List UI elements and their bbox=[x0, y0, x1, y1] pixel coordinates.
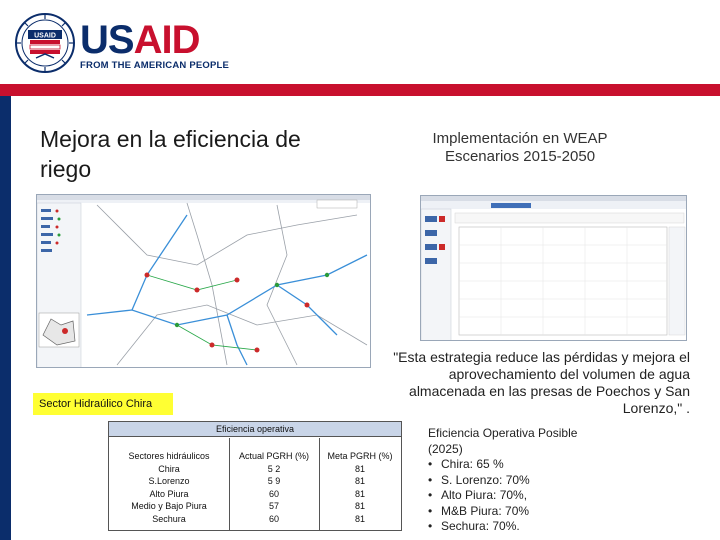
possible-efficiency-panel: Eficiencia Operativa Posible (2025) Chir… bbox=[428, 426, 618, 535]
table-divider bbox=[229, 438, 230, 531]
table-divider bbox=[319, 438, 320, 531]
table-cell: 81 bbox=[354, 488, 365, 499]
table-cell: 81 bbox=[354, 513, 365, 524]
usaid-seal-logo: USAID bbox=[15, 13, 75, 73]
table-row: Medio y Bajo Piura 57 81 bbox=[109, 500, 401, 513]
possible-efficiency-title: Eficiencia Operativa Posible bbox=[428, 426, 578, 440]
slide-title: Mejora en la eficiencia de riego bbox=[40, 126, 301, 182]
usaid-tagline: FROM THE AMERICAN PEOPLE bbox=[80, 60, 230, 71]
table-cell: 5 9 bbox=[267, 476, 281, 486]
table-grid: Sectores hidráulicos Actual PGRH (%) Met… bbox=[109, 450, 401, 525]
weap-results-screenshot bbox=[420, 195, 687, 341]
list-item: S. Lorenzo: 70% bbox=[428, 473, 618, 489]
table-header: Eficiencia operativa bbox=[109, 422, 401, 437]
wordmark-aid: AID bbox=[133, 18, 201, 62]
weap-results-image bbox=[421, 196, 686, 340]
efficiency-table: Eficiencia operativa Sectores hidráulico… bbox=[108, 421, 402, 531]
table-row: Alto Piura 60 81 bbox=[109, 488, 401, 501]
possible-efficiency-list: Chira: 65 % S. Lorenzo: 70% Alto Piura: … bbox=[428, 457, 618, 535]
red-header-bar bbox=[0, 84, 720, 96]
list-item: M&B Piura: 70% bbox=[428, 504, 618, 520]
sector-label: Sector Hidraúlico Chira bbox=[33, 393, 173, 415]
possible-efficiency-year: (2025) bbox=[428, 441, 463, 456]
table-cell: 81 bbox=[354, 463, 365, 474]
table-row: S.Lorenzo 5 9 81 bbox=[109, 475, 401, 488]
table-cell: 60 bbox=[268, 488, 279, 499]
seal-text: USAID bbox=[34, 33, 56, 40]
table-row: Sechura 60 81 bbox=[109, 513, 401, 526]
strategy-quote: "Esta estrategia reduce las pérdidas y m… bbox=[393, 349, 690, 416]
table-cell: Sechura bbox=[152, 513, 186, 524]
weap-title-line2: Escenarios 2015-2050 bbox=[444, 148, 596, 165]
table-cell: Medio y Bajo Piura bbox=[131, 501, 207, 511]
column-header: Actual PGRH (%) bbox=[238, 451, 309, 461]
table-cell: 81 bbox=[354, 476, 365, 486]
weap-schematic-screenshot bbox=[36, 194, 371, 368]
weap-title-line1: Implementación en WEAP bbox=[432, 130, 608, 147]
list-item: Alto Piura: 70%, bbox=[428, 488, 618, 504]
table-cell: 5 2 bbox=[267, 463, 281, 474]
weap-schematic-image bbox=[37, 195, 370, 367]
table-cell: 81 bbox=[354, 501, 365, 511]
column-header: Meta PGRH (%) bbox=[327, 451, 393, 461]
table-column-headers: Sectores hidráulicos Actual PGRH (%) Met… bbox=[109, 450, 401, 463]
column-header: Sectores hidráulicos bbox=[128, 451, 210, 461]
table-cell: Chira bbox=[158, 463, 180, 474]
usaid-wordmark: USAID bbox=[80, 18, 201, 62]
list-item: Sechura: 70%. bbox=[428, 519, 618, 535]
table-cell: S.Lorenzo bbox=[148, 476, 190, 486]
table-row: Chira 5 2 81 bbox=[109, 463, 401, 476]
table-cell: 57 bbox=[268, 501, 279, 511]
wordmark-us: US bbox=[80, 18, 135, 62]
table-cell: Alto Piura bbox=[149, 488, 189, 499]
blue-side-bar bbox=[0, 96, 11, 540]
list-item: Chira: 65 % bbox=[428, 457, 618, 473]
table-cell: 60 bbox=[268, 513, 279, 524]
weap-implementation-title: Implementación en WEAP Escenarios 2015-2… bbox=[400, 130, 640, 166]
